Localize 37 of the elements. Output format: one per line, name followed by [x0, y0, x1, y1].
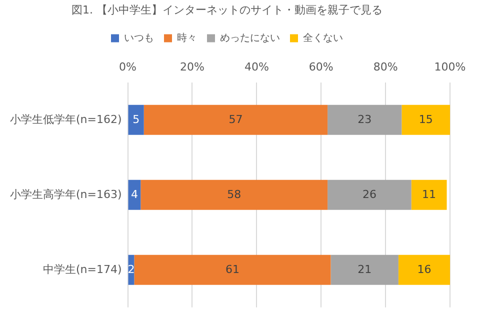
data-label: 16: [417, 262, 432, 276]
x-tick-label: 40%: [244, 60, 269, 74]
data-label: 15: [418, 112, 433, 126]
bar: [411, 180, 447, 210]
x-tick-label: 0%: [119, 60, 136, 74]
bar: [328, 104, 402, 135]
data-label: 23: [358, 112, 372, 126]
bar: [134, 254, 331, 285]
legend-label: めったにない: [220, 32, 280, 44]
x-tick-label: 80%: [373, 60, 398, 74]
data-label: 58: [227, 188, 242, 201]
bar: [398, 254, 450, 285]
data-label: 4: [130, 188, 138, 201]
bar: [330, 254, 398, 285]
legend-label: 時々: [177, 32, 197, 44]
x-tick-label: 20%: [180, 60, 204, 74]
bar: [140, 180, 328, 210]
bar: [402, 104, 450, 135]
bar: [128, 180, 141, 210]
bar: [144, 104, 328, 135]
y-tick-label: 小学生低学年(n=162): [10, 112, 122, 126]
x-tick-label: 60%: [308, 60, 334, 74]
y-tick-label: 中学生(n=174): [42, 262, 122, 276]
legend-label: 全くない: [303, 32, 343, 44]
data-label: 11: [422, 188, 436, 201]
legend-label: いつも: [124, 32, 154, 44]
bar: [328, 180, 412, 210]
data-label: 57: [228, 112, 243, 126]
data-label: 61: [225, 262, 240, 276]
data-label: 21: [358, 262, 372, 276]
data-label: 5: [132, 112, 140, 126]
bar: [128, 104, 144, 135]
chart-title: 図1. 【小中学生】インターネットのサイト・動画を親子で見る: [72, 3, 382, 16]
data-label: 2: [128, 262, 135, 276]
y-tick-label: 小学生高学年(n=163): [10, 188, 122, 201]
data-label: 26: [362, 188, 376, 201]
x-tick-label: 100%: [434, 60, 466, 74]
